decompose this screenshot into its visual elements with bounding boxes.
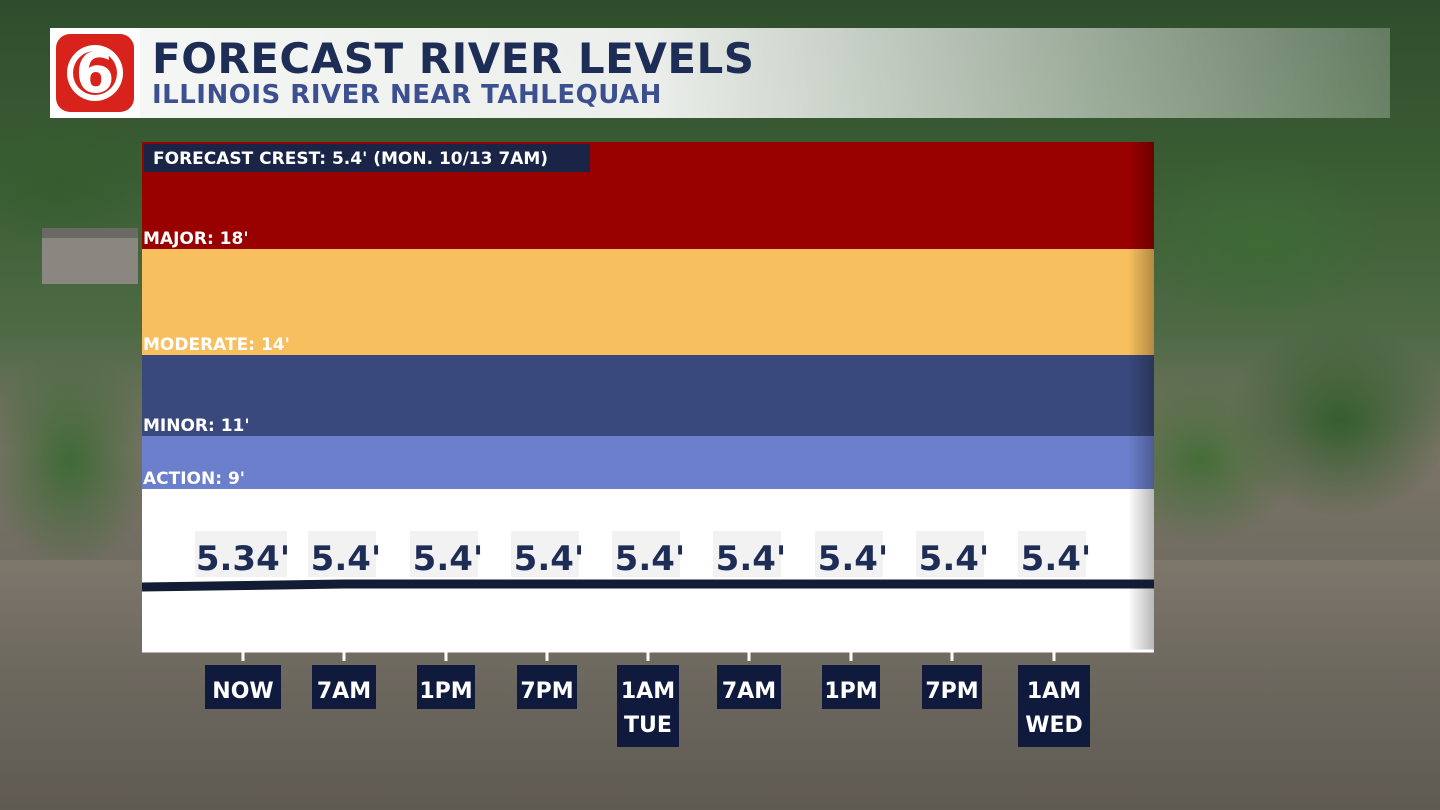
value-label-bg-5 bbox=[612, 531, 680, 577]
value-label-bg-3 bbox=[410, 531, 478, 577]
value-label-bg-6 bbox=[713, 531, 781, 577]
station-logo: 6 bbox=[50, 28, 140, 118]
x-label-bg-7 bbox=[822, 665, 880, 709]
stage-label-4: ACTION: 9' bbox=[143, 469, 245, 489]
value-label-4: 5.4' bbox=[514, 539, 585, 579]
x-label-4: 7PM bbox=[520, 679, 573, 704]
value-label-7: 5.4' bbox=[818, 539, 889, 579]
flood-band-2 bbox=[142, 249, 1154, 355]
value-label-bg-4 bbox=[511, 531, 579, 577]
x-label-bg-2 bbox=[312, 665, 376, 709]
value-label-3: 5.4' bbox=[413, 539, 484, 579]
value-label-bg-7 bbox=[815, 531, 883, 577]
value-label-bg-1 bbox=[195, 531, 287, 577]
stage-label-2: MODERATE: 14' bbox=[143, 335, 290, 355]
logo-text: 6 bbox=[76, 41, 115, 106]
x-label-bg-4 bbox=[517, 665, 577, 709]
x-label-9: 1AM bbox=[1027, 679, 1081, 704]
flood-band-4 bbox=[142, 436, 1154, 489]
value-label-bg-2 bbox=[308, 531, 376, 577]
river-level-line bbox=[141, 579, 1154, 592]
value-label-8: 5.4' bbox=[919, 539, 990, 579]
stage-label-3: MINOR: 11' bbox=[143, 416, 250, 436]
x-label-5: 1AM bbox=[621, 679, 675, 704]
value-label-6: 5.4' bbox=[716, 539, 787, 579]
x-label-3: 1PM bbox=[419, 679, 472, 704]
page-subtitle: ILLINOIS RIVER NEAR TAHLEQUAH bbox=[152, 80, 662, 110]
value-label-9: 5.4' bbox=[1021, 539, 1092, 579]
x-label-bg-8 bbox=[922, 665, 982, 709]
x-label-1: NOW bbox=[212, 679, 273, 704]
x-label-bg-5 bbox=[617, 665, 679, 747]
x-label-bg-1 bbox=[205, 665, 281, 709]
value-label-bg-8 bbox=[916, 531, 984, 577]
x-label-6: 7AM bbox=[722, 679, 776, 704]
value-label-5: 5.4' bbox=[615, 539, 686, 579]
background-house bbox=[42, 228, 138, 284]
x-label-8: 7PM bbox=[925, 679, 978, 704]
value-label-1: 5.34' bbox=[196, 539, 290, 579]
stage-label-1: MAJOR: 18' bbox=[143, 229, 249, 249]
x-label-2: 7AM bbox=[317, 679, 371, 704]
x-label-9-line2: WED bbox=[1025, 713, 1083, 738]
crest-annotation: FORECAST CREST: 5.4' (MON. 10/13 7AM) bbox=[153, 149, 548, 169]
page-title: FORECAST RIVER LEVELS bbox=[152, 34, 755, 83]
flood-band-3 bbox=[142, 355, 1154, 436]
x-label-bg-9 bbox=[1018, 665, 1090, 747]
x-label-7: 1PM bbox=[824, 679, 877, 704]
chart-edge-shade bbox=[1128, 142, 1154, 650]
value-label-bg-9 bbox=[1018, 531, 1086, 577]
x-label-5-line2: TUE bbox=[624, 713, 672, 738]
crest-annotation-bg bbox=[144, 144, 590, 172]
x-label-bg-6 bbox=[717, 665, 781, 709]
value-label-2: 5.4' bbox=[311, 539, 382, 579]
x-label-bg-3 bbox=[417, 665, 475, 709]
header-banner: 6 FORECAST RIVER LEVELS ILLINOIS RIVER N… bbox=[50, 28, 1390, 118]
